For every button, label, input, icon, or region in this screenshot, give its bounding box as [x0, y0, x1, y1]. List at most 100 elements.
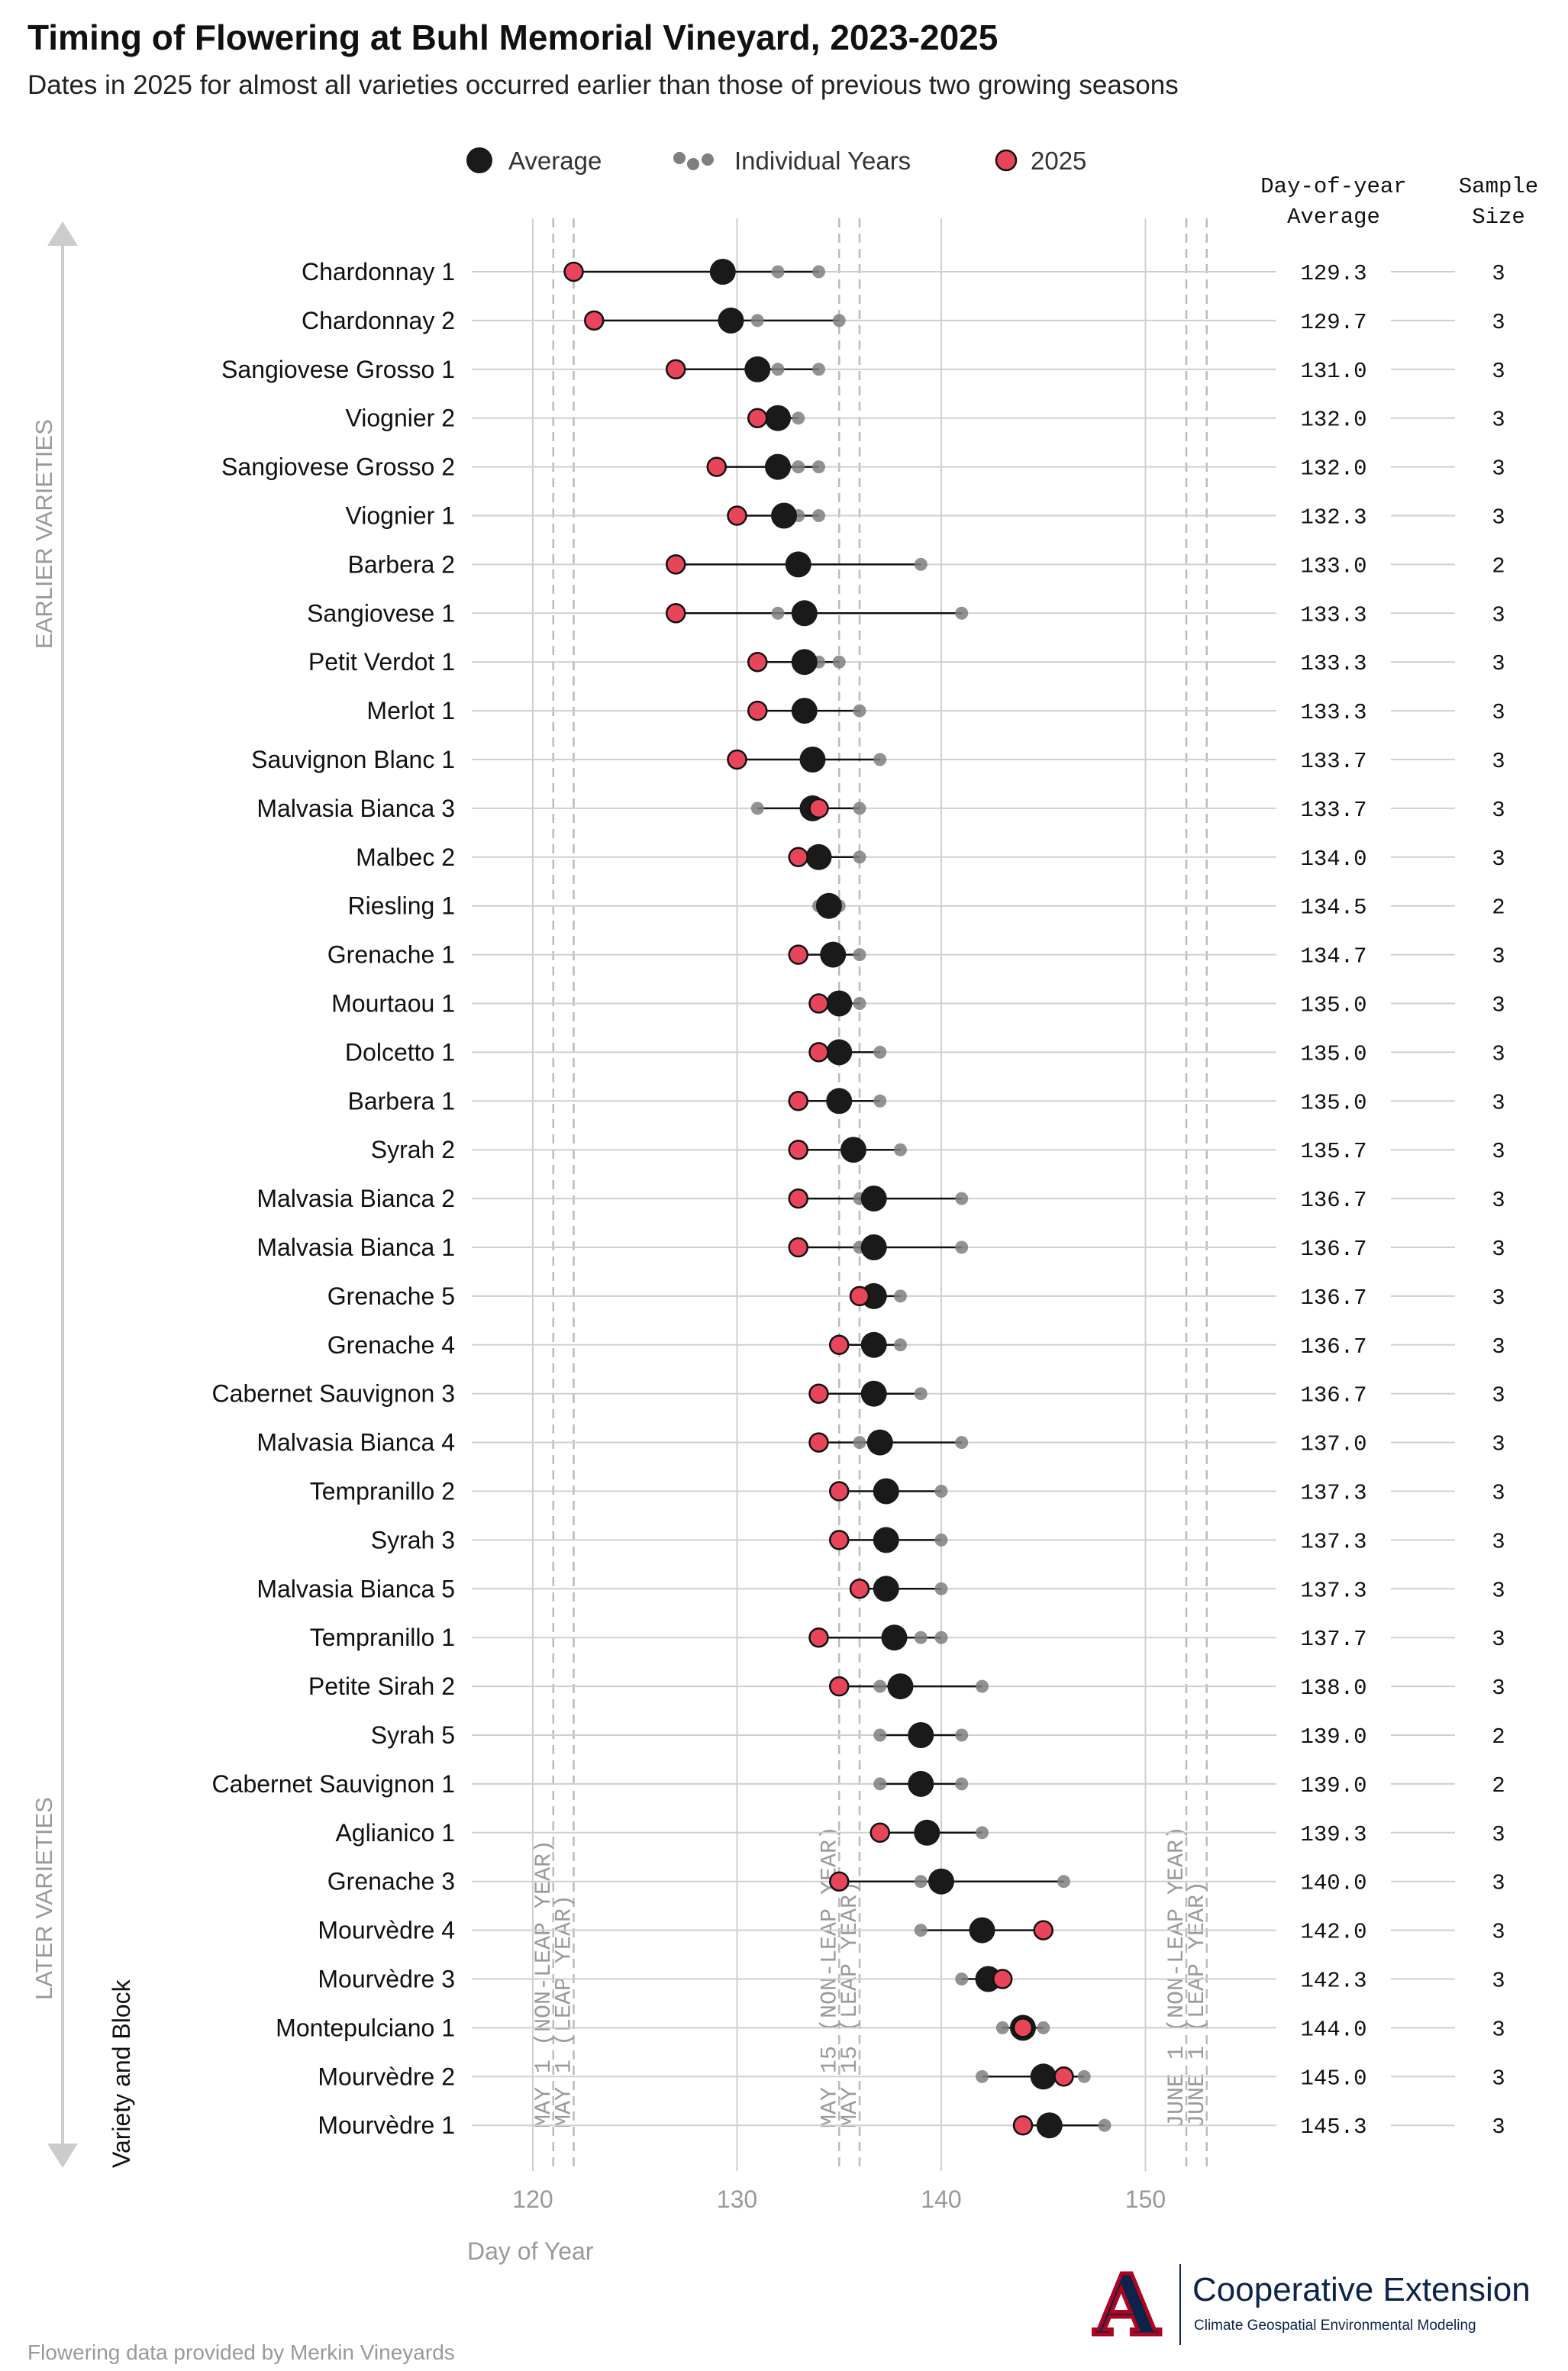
- average-point: [860, 1331, 887, 1358]
- logo-subtitle: Climate Geospatial Environmental Modelin…: [1194, 2318, 1476, 2334]
- variety-label: Syrah 5: [371, 1721, 455, 1749]
- average-point: [860, 1282, 887, 1309]
- average-value: 132.0: [1300, 408, 1366, 433]
- individual-year-point: [955, 1777, 969, 1791]
- individual-year-point: [976, 1679, 989, 1693]
- point-2025: [666, 603, 686, 624]
- sample-size-value: 3: [1492, 408, 1505, 433]
- average-value: 133.3: [1300, 700, 1366, 725]
- point-2025: [747, 700, 768, 721]
- average-point: [771, 502, 798, 529]
- average-point: [820, 941, 847, 968]
- average-point: [860, 1380, 887, 1407]
- point-2025: [1053, 2066, 1074, 2087]
- average-value: 135.7: [1300, 1139, 1366, 1164]
- variety-label: Grenache 5: [327, 1282, 455, 1310]
- variety-label: Sauvignon Blanc 1: [251, 746, 455, 773]
- individual-year-point: [955, 1436, 969, 1450]
- average-value: 144.0: [1300, 2017, 1366, 2042]
- individual-year-point: [853, 850, 866, 864]
- point-2025: [666, 554, 686, 575]
- average-value: 136.7: [1300, 1286, 1366, 1311]
- individual-year-point: [750, 802, 764, 815]
- individual-year-point: [812, 265, 825, 279]
- x-tick-label-140: 140: [921, 2186, 961, 2213]
- sample-size-value: 3: [1492, 2017, 1505, 2042]
- individual-year-point: [873, 1728, 887, 1742]
- individual-year-point: [812, 509, 825, 522]
- logo-mark-a: A: [1093, 2260, 1160, 2351]
- average-point: [709, 259, 736, 285]
- legend-2025-label: 2025: [1031, 147, 1086, 175]
- variety-label: Dolcetto 1: [345, 1038, 455, 1066]
- point-2025: [1012, 2115, 1034, 2136]
- sample-size-value: 3: [1492, 1188, 1505, 1213]
- individual-year-point: [976, 2069, 989, 2083]
- point-2025: [849, 1579, 870, 1599]
- individual-year-point: [792, 411, 805, 425]
- legend: Average Individual Years 2025: [466, 147, 1086, 175]
- variety-label: Cabernet Sauvignon 1: [212, 1770, 455, 1798]
- legend-individual-swatch-b: [687, 158, 699, 170]
- average-point: [860, 1234, 887, 1260]
- average-value: 134.0: [1300, 847, 1366, 872]
- average-point: [1036, 2112, 1063, 2139]
- average-value: 133.3: [1300, 651, 1366, 676]
- individual-year-point: [955, 1192, 969, 1205]
- sample-size-value: 3: [1492, 359, 1505, 384]
- sample-size-value: 3: [1492, 456, 1505, 482]
- chart-subtitle: Dates in 2025 for almost all varieties o…: [27, 70, 1179, 100]
- summary-table: 129.3 3 129.7 3 131.0 3 132.0 3 132.0 3 132.3 3 133.…: [1260, 174, 1538, 2140]
- average-value: 136.7: [1300, 1237, 1366, 1262]
- average-point: [1030, 2063, 1057, 2090]
- point-2025: [788, 1237, 808, 1258]
- sample-size-value: 3: [1492, 1090, 1505, 1115]
- average-value: 134.7: [1300, 944, 1366, 969]
- individual-year-point: [853, 948, 866, 962]
- point-2025: [829, 1481, 850, 1502]
- sample-size-value: 3: [1492, 261, 1505, 286]
- sample-size-value: 2: [1492, 895, 1505, 921]
- variety-label: Mourtaou 1: [331, 990, 455, 1018]
- point-2025: [747, 651, 768, 673]
- sample-size-value: 3: [1492, 2066, 1505, 2091]
- variety-label: Grenache 1: [327, 941, 455, 969]
- average-value: 131.0: [1300, 359, 1366, 384]
- variety-label: Malbec 2: [356, 844, 455, 871]
- average-point: [873, 1478, 899, 1505]
- average-value: 145.0: [1300, 2066, 1366, 2091]
- individual-year-point: [955, 1240, 969, 1254]
- average-point: [805, 844, 832, 870]
- individual-year-point: [853, 997, 866, 1010]
- individual-year-point: [955, 1728, 969, 1742]
- point-2025: [666, 359, 686, 380]
- average-value: 133.7: [1300, 798, 1366, 823]
- average-value: 135.0: [1300, 993, 1366, 1018]
- sample-size-value: 3: [1492, 847, 1505, 872]
- average-point: [765, 405, 791, 431]
- average-header-line2: Average: [1287, 205, 1380, 230]
- variety-label: Mourvèdre 2: [318, 2063, 455, 2090]
- point-2025: [584, 310, 605, 331]
- sample-size-value: 3: [1492, 1334, 1505, 1360]
- average-point: [826, 1088, 853, 1115]
- point-2025: [727, 505, 747, 526]
- average-point: [969, 1917, 995, 1944]
- average-value: 142.0: [1300, 1920, 1366, 1945]
- sample-size-value: 3: [1492, 1822, 1505, 1847]
- point-2025: [829, 1676, 850, 1697]
- side-arrow-down-head: [47, 2144, 78, 2168]
- variety-label: Sangiovese Grosso 1: [221, 356, 455, 383]
- individual-year-point: [914, 1875, 928, 1889]
- average-point: [785, 551, 811, 578]
- variety-label: Mourvèdre 3: [318, 1966, 455, 1993]
- individual-year-point: [914, 1631, 928, 1644]
- chart-title: Timing of Flowering at Buhl Memorial Vin…: [27, 18, 999, 57]
- average-value: 140.0: [1300, 1871, 1366, 1896]
- sample-size-value: 3: [1492, 798, 1505, 823]
- flowering-chart: MAY 1 (NON-LEAP YEAR)MAY 1 (LEAP YEAR) MA…: [31, 147, 1538, 2265]
- legend-individual-label: Individual Years: [734, 147, 911, 175]
- variety-label: Syrah 3: [371, 1526, 455, 1553]
- point-2025: [788, 1188, 808, 1209]
- sample-size-value: 3: [1492, 1432, 1505, 1457]
